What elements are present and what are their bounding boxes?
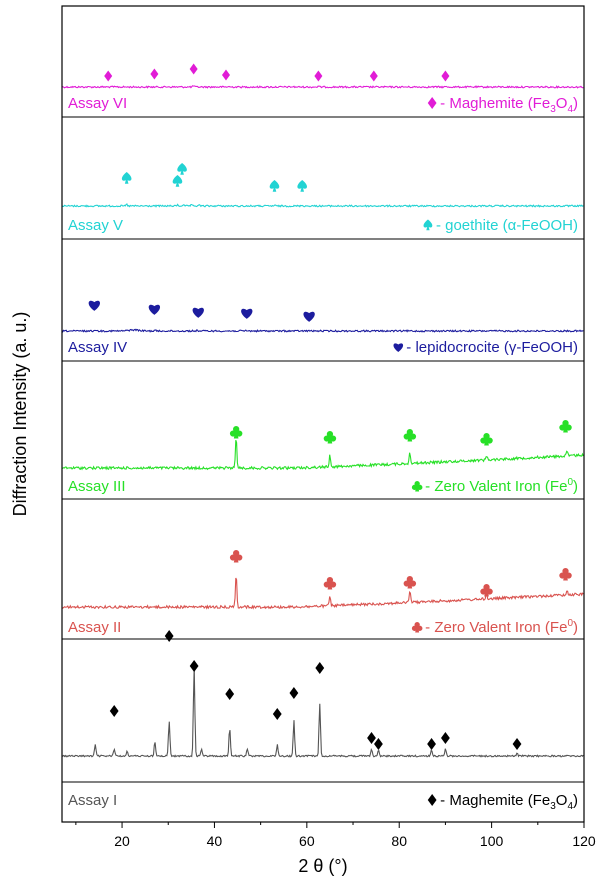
spade-marker	[172, 175, 183, 187]
series-labels: Assay VI - Maghemite (Fe3O4) Assay V - goet…	[68, 95, 578, 812]
trace-line	[61, 328, 584, 333]
club-marker	[229, 550, 243, 563]
x-tick-label: 60	[299, 833, 315, 849]
series-name-label: Assay I	[68, 792, 117, 809]
diamond-marker	[314, 70, 323, 82]
spade-marker	[269, 180, 280, 192]
spade-marker	[297, 180, 308, 192]
trace-line	[61, 85, 584, 89]
series-name-label: Assay III	[68, 478, 126, 495]
x-tick-label: 100	[480, 833, 504, 849]
diamond-marker	[512, 737, 522, 751]
diamond-marker	[150, 68, 159, 80]
series-name-label: Assay II	[68, 619, 121, 636]
club-marker	[559, 420, 572, 433]
club-marker	[229, 426, 243, 439]
trace-line	[61, 665, 584, 758]
series-5	[61, 550, 584, 610]
club-marker	[480, 433, 493, 446]
diamond-marker	[272, 707, 282, 721]
diamond-marker	[109, 704, 119, 718]
club-marker	[403, 576, 417, 589]
diamond-marker	[164, 629, 174, 643]
diamond-marker	[374, 737, 383, 751]
spade-marker	[177, 163, 187, 175]
phase-label: - Maghemite (Fe3O4)	[440, 792, 578, 812]
y-axis-label: Diffraction Intensity (a. u.)	[10, 312, 30, 517]
legend-club-icon	[411, 480, 423, 492]
diamond-marker	[225, 687, 235, 701]
trace-line	[61, 440, 584, 471]
diamond-marker	[315, 661, 325, 675]
legend-diamond-icon	[427, 96, 437, 110]
diamond-marker	[441, 731, 450, 745]
diamond-marker	[441, 70, 450, 82]
plot-frame	[61, 5, 585, 823]
phase-label: - Zero Valent Iron (Fe0)	[425, 477, 578, 495]
club-marker	[480, 584, 493, 597]
diamond-marker	[189, 63, 198, 75]
phase-label: - goethite (α-FeOOH)	[436, 217, 578, 234]
club-marker	[403, 429, 417, 442]
diamond-marker	[427, 737, 436, 751]
trace-line	[61, 203, 584, 208]
diamond-marker	[104, 70, 113, 82]
phase-label: - Maghemite (Fe3O4)	[440, 95, 578, 115]
trace-line	[61, 577, 584, 610]
series-name-label: Assay V	[68, 217, 123, 234]
legend-diamond-icon	[427, 793, 437, 807]
series-4	[61, 420, 584, 471]
x-tick-label: 80	[391, 833, 407, 849]
series-3	[61, 300, 584, 333]
legend-club-icon	[411, 621, 423, 633]
diamond-marker	[369, 70, 378, 82]
diamond-marker	[189, 659, 199, 673]
phase-label: - lepidocrocite (γ-FeOOH)	[406, 339, 578, 356]
series-1	[61, 63, 584, 89]
diamond-marker	[289, 686, 299, 700]
x-tick-label: 120	[572, 833, 596, 849]
heart-marker	[192, 307, 204, 318]
series-name-label: Assay VI	[68, 95, 127, 112]
series-name-label: Assay IV	[68, 339, 127, 356]
phase-label: - Zero Valent Iron (Fe0)	[425, 618, 578, 636]
spade-marker	[121, 172, 132, 184]
series-2	[61, 163, 584, 208]
heart-marker	[303, 311, 315, 322]
heart-marker	[88, 300, 101, 311]
club-marker	[323, 577, 337, 590]
club-marker	[559, 568, 572, 581]
x-tick-label: 40	[207, 833, 223, 849]
club-marker	[323, 431, 337, 444]
series-6	[61, 629, 584, 758]
legend-spade-icon	[423, 219, 433, 231]
heart-marker	[241, 308, 253, 319]
diamond-marker	[221, 69, 230, 81]
x-tick-label: 20	[114, 833, 130, 849]
diamond-marker	[367, 731, 376, 745]
x-axis-label: 2 θ (°)	[298, 856, 347, 876]
legend-heart-icon	[393, 343, 404, 352]
phase-separators	[62, 116, 584, 783]
heart-marker	[148, 304, 161, 315]
diffraction-traces	[61, 63, 584, 758]
x-axis: 20 40 60 80 100 120	[75, 822, 596, 849]
